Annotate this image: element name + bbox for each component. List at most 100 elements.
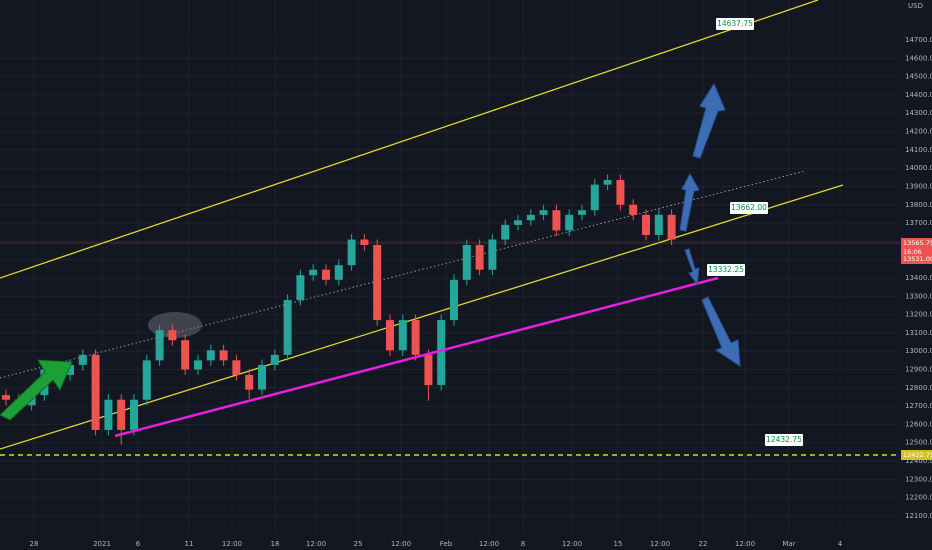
time-axis	[0, 536, 900, 550]
y-tick-label: 14700.00	[905, 36, 932, 44]
candle-body	[462, 245, 471, 280]
x-tick-label: Feb	[440, 540, 453, 548]
axis-tag: 16:06	[903, 248, 922, 256]
y-tick-label: 14500.00	[905, 73, 932, 81]
x-tick-label: 8	[521, 540, 525, 548]
candle-body	[424, 354, 433, 386]
y-tick-label: 12300.00	[905, 475, 932, 483]
y-tick-label: 12200.00	[905, 494, 932, 502]
candle-body	[475, 245, 484, 270]
arrow-up-2	[679, 172, 700, 232]
candle-body	[552, 210, 561, 231]
x-tick-label: 18	[271, 540, 280, 548]
y-tick-label: 14000.00	[905, 164, 932, 172]
axis-tag: 13531.00	[903, 255, 932, 263]
currency-label: USD	[908, 2, 923, 10]
candle-body	[66, 364, 74, 376]
candle-body	[654, 214, 663, 235]
mid-line	[0, 170, 806, 379]
x-tick-label: 12:00	[306, 540, 326, 548]
candle-body	[270, 354, 279, 365]
price-label: 13662.00	[731, 203, 767, 212]
x-tick-label: 28	[30, 540, 39, 548]
arrow-down-2	[701, 296, 741, 367]
x-tick-label: 6	[136, 540, 141, 548]
y-tick-label: 13200.00	[905, 311, 932, 319]
price-label: 13332.25	[708, 265, 744, 274]
y-tick-label: 14400.00	[905, 91, 932, 99]
candle-body	[590, 184, 599, 211]
upper-channel	[0, 0, 819, 279]
candle-body	[117, 399, 126, 430]
x-tick-label: 4	[838, 540, 843, 548]
arrow-up-1	[692, 82, 726, 159]
x-tick-label: 12:00	[562, 540, 582, 548]
axis-tag-box	[901, 254, 932, 264]
price-label: 12432.75	[766, 435, 802, 444]
arrow-down-1	[684, 248, 700, 286]
candle-body	[565, 214, 574, 231]
y-tick-label: 13000.00	[905, 347, 932, 355]
axis-tag-box	[901, 238, 932, 248]
x-tick-label: 15	[614, 540, 623, 548]
x-tick-label: 12:00	[479, 540, 499, 548]
x-tick-label: 12:00	[735, 540, 755, 548]
price-label-box	[765, 434, 803, 446]
candle-body	[578, 210, 586, 215]
candle-body	[629, 204, 638, 215]
y-tick-label: 12100.00	[905, 512, 932, 520]
y-tick-label: 13400.00	[905, 274, 932, 282]
price-label: 14637.75	[717, 19, 753, 28]
x-tick-label: 12:00	[222, 540, 242, 548]
x-tick-label: 2021	[93, 540, 111, 548]
y-tick-label: 14600.00	[905, 54, 932, 62]
support-trendline	[114, 276, 719, 438]
x-tick-label: 12:00	[650, 540, 670, 548]
candle-body	[386, 320, 394, 351]
y-tick-label: 14100.00	[905, 146, 932, 154]
y-tick-label: 12700.00	[905, 402, 932, 410]
candle-body	[130, 399, 138, 430]
candle-body	[667, 214, 676, 240]
candle-body	[398, 320, 407, 351]
candle-body	[539, 210, 548, 215]
candle-body	[501, 224, 510, 240]
x-tick-label: 11	[185, 540, 194, 548]
candle-body	[181, 340, 190, 370]
y-tick-label: 12600.00	[905, 420, 932, 428]
axis-tag-box	[901, 450, 932, 460]
x-tick-label: Mar	[782, 540, 795, 548]
candle-body	[104, 399, 113, 430]
candle-body	[360, 239, 369, 246]
price-label-box	[716, 18, 754, 30]
candle-body	[603, 180, 612, 185]
candle-body	[155, 330, 164, 361]
y-tick-label: 13900.00	[905, 182, 932, 190]
candle-body	[142, 360, 151, 400]
y-tick-label: 13700.00	[905, 219, 932, 227]
y-tick-label: 12800.00	[905, 384, 932, 392]
candle-body	[488, 239, 497, 270]
candle-body	[283, 299, 292, 355]
candle-body	[373, 245, 382, 321]
candle-body	[245, 375, 254, 390]
green-arrow	[0, 359, 73, 421]
x-tick-label: 22	[699, 540, 708, 548]
candle-body	[450, 279, 458, 321]
candle-body	[347, 239, 356, 266]
y-tick-label: 12400.00	[905, 457, 932, 465]
candle-body	[78, 354, 87, 365]
y-tick-label: 13100.00	[905, 329, 932, 337]
candle-body	[642, 214, 650, 235]
y-tick-label: 14200.00	[905, 128, 932, 136]
candle-body	[2, 395, 10, 400]
y-tick-label: 14300.00	[905, 109, 932, 117]
y-tick-label: 12900.00	[905, 366, 932, 374]
candle-body	[168, 330, 177, 341]
candle-body	[296, 275, 305, 300]
axis-tag-box	[901, 247, 932, 257]
lower-channel	[0, 184, 844, 450]
candle-body	[219, 350, 228, 361]
candle-body	[514, 220, 522, 225]
